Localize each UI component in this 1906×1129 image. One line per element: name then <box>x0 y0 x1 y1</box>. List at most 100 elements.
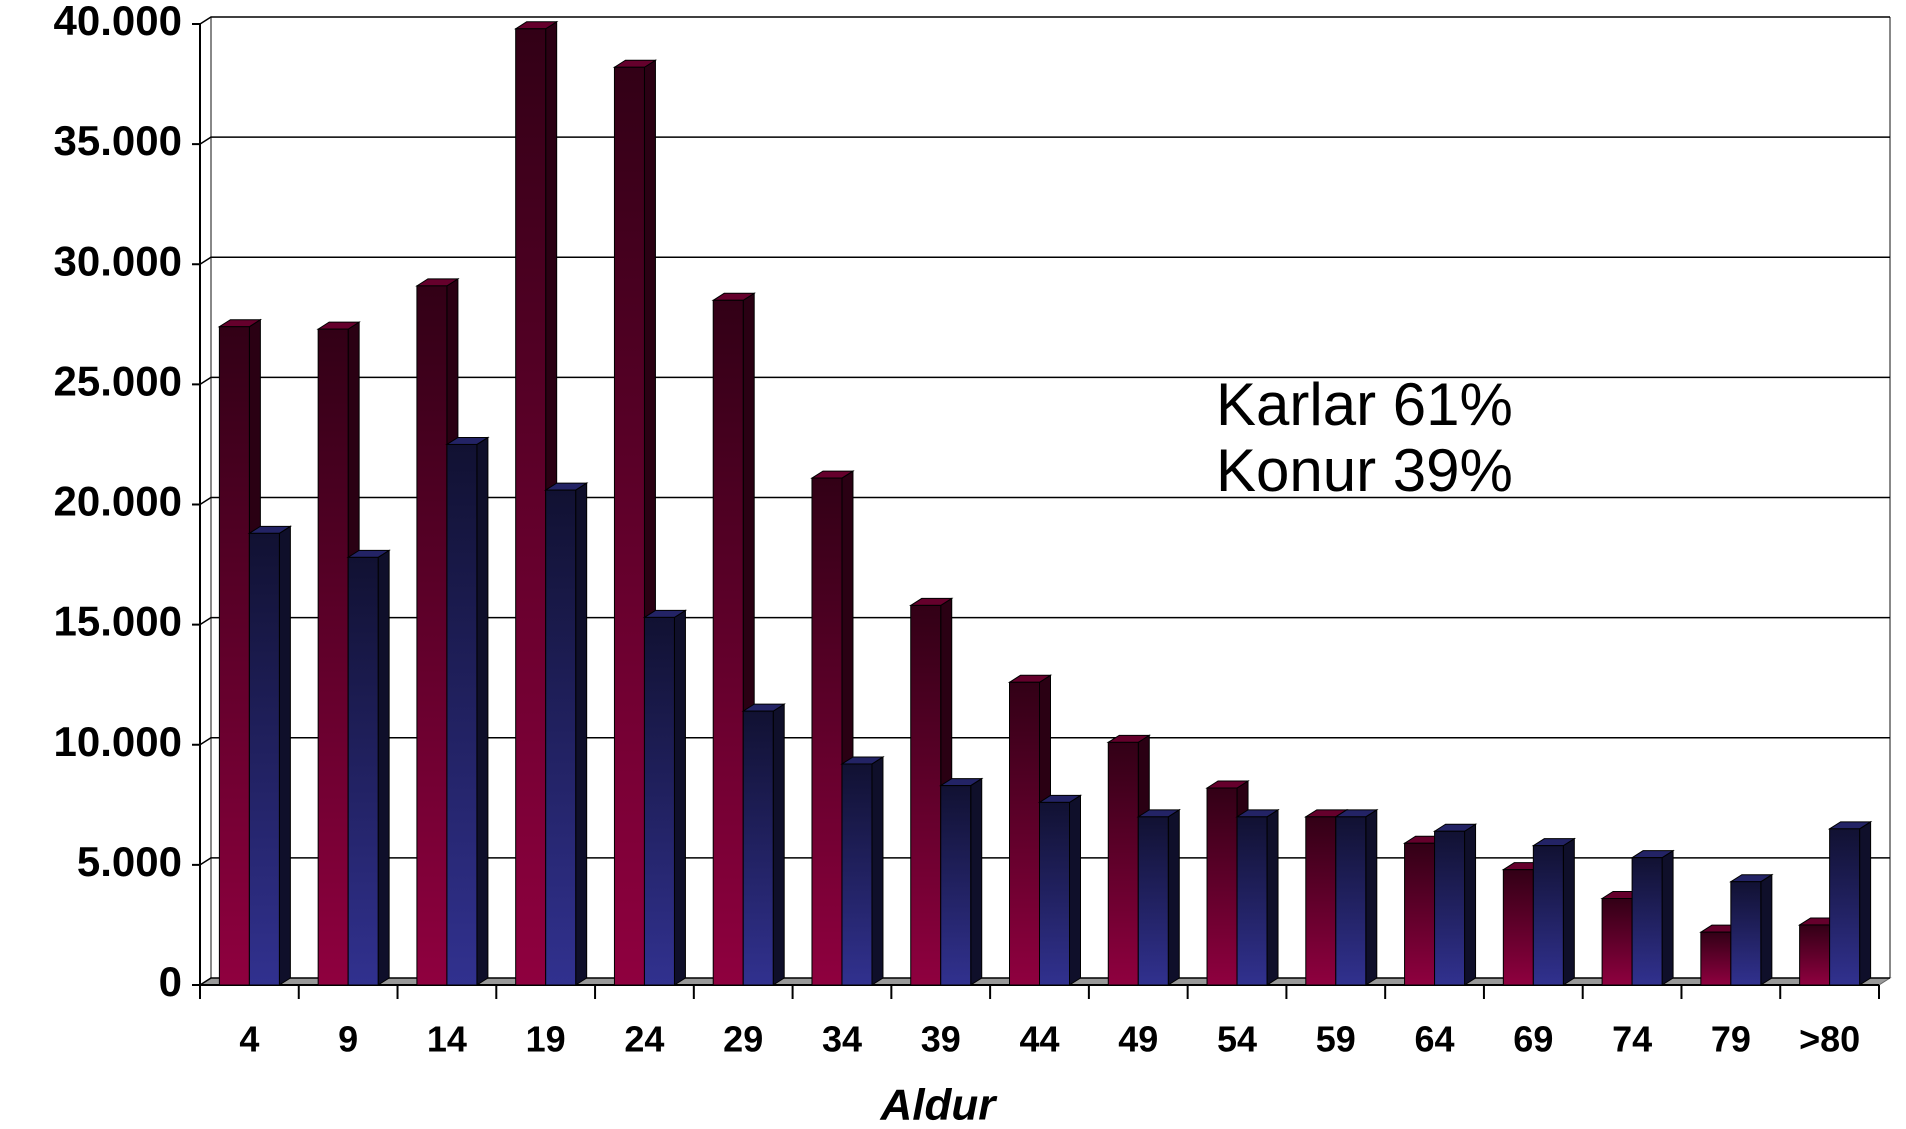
x-tick-label: 79 <box>1711 1019 1751 1060</box>
grid-line <box>199 376 1890 386</box>
y-tick-label: 30.000 <box>54 237 182 284</box>
grid-line <box>199 136 1890 145</box>
bar-front <box>1335 816 1367 986</box>
x-tick-label: 69 <box>1513 1019 1553 1060</box>
bar <box>1630 849 1675 986</box>
legend-entry: Konur 39% <box>1216 437 1513 504</box>
bar <box>840 756 885 986</box>
y-tick-label: 10.000 <box>54 718 182 765</box>
bar-front <box>1799 924 1831 986</box>
bar <box>741 703 786 986</box>
x-axis-title: Aldur <box>880 1081 999 1129</box>
bar-front <box>1601 898 1633 986</box>
grid-line <box>199 16 1890 25</box>
bar-front <box>712 299 744 986</box>
bar-side <box>772 703 785 986</box>
legend-entry: Karlar 61% <box>1216 371 1513 438</box>
bar-side <box>1069 794 1081 986</box>
x-tick-label: 24 <box>624 1019 664 1060</box>
x-tick-label: 19 <box>526 1019 566 1060</box>
bar-front <box>613 66 645 986</box>
y-tick-label: 35.000 <box>54 117 182 164</box>
bar-side <box>1661 849 1674 986</box>
bar-side <box>1464 823 1477 986</box>
x-tick-label: 14 <box>427 1019 467 1060</box>
x-tick-label: 39 <box>921 1019 961 1060</box>
bar-front <box>317 328 349 986</box>
bar-front <box>940 785 972 986</box>
bar <box>445 436 490 986</box>
grid-line <box>199 737 1890 746</box>
bar-side <box>1760 873 1773 986</box>
bar-front <box>1039 801 1070 986</box>
bar <box>1334 808 1379 986</box>
bar-front <box>910 604 942 986</box>
y-tick-label: 25.000 <box>54 357 182 404</box>
x-tick-label: 4 <box>239 1019 259 1060</box>
bar-front <box>1829 828 1861 986</box>
bar-side <box>673 609 686 986</box>
bar-front <box>811 477 843 986</box>
y-tick-label: 5.000 <box>77 838 182 885</box>
bar-front <box>248 532 280 986</box>
bar-front <box>1631 857 1663 986</box>
bar-front <box>347 556 379 986</box>
bar-side <box>1266 808 1279 986</box>
bar-side <box>1167 808 1180 986</box>
bar <box>346 549 391 986</box>
bar <box>1037 794 1083 986</box>
bar-front <box>218 326 250 986</box>
bar-front <box>515 28 547 986</box>
bar <box>1432 823 1478 986</box>
x-tick-label: 64 <box>1415 1019 1455 1060</box>
bar-front <box>841 763 873 986</box>
y-tick-label: 20.000 <box>54 478 182 525</box>
bar-front <box>416 285 448 986</box>
bar <box>1729 873 1774 986</box>
bar <box>1531 837 1577 986</box>
bar-front <box>446 443 478 986</box>
y-tick-label: 40.000 <box>54 0 182 44</box>
grid-line <box>199 256 1890 265</box>
grid-line <box>199 496 1890 506</box>
x-tick-label: >80 <box>1799 1019 1860 1060</box>
bar-front <box>1532 845 1564 986</box>
bar-front <box>1434 830 1466 986</box>
y-tick-label: 0 <box>159 958 182 1005</box>
bar-front <box>643 616 675 986</box>
x-tick-label: 34 <box>822 1019 862 1060</box>
x-tick-label: 29 <box>723 1019 763 1060</box>
bar-side <box>278 525 291 986</box>
bar-front <box>1700 931 1732 986</box>
bar-front <box>1404 842 1436 986</box>
bar-front <box>742 710 774 986</box>
bar-side <box>1859 820 1872 986</box>
x-tick-label: 74 <box>1612 1019 1652 1060</box>
x-tick-label: 49 <box>1118 1019 1158 1060</box>
bar <box>642 609 688 986</box>
bar-front <box>1206 787 1238 986</box>
bar-front <box>1137 816 1169 986</box>
bar <box>1136 808 1181 986</box>
grid-line <box>199 616 1890 626</box>
bar <box>939 777 984 986</box>
bar <box>247 525 293 986</box>
bar-front <box>1107 741 1139 986</box>
bar-side <box>1365 808 1378 986</box>
x-tick-label: 59 <box>1316 1019 1356 1060</box>
x-tick-label: 44 <box>1019 1019 1059 1060</box>
bar-front <box>1009 681 1040 986</box>
x-tick-label: 54 <box>1217 1019 1257 1060</box>
bar <box>1827 820 1873 986</box>
bar-side <box>1562 837 1575 986</box>
bar-front <box>1305 816 1337 986</box>
bar-side <box>377 549 390 986</box>
y-tick-label: 15.000 <box>54 598 182 645</box>
bar-front <box>545 489 577 986</box>
bar <box>543 482 589 986</box>
bar <box>1235 808 1280 986</box>
bar-side <box>575 482 588 986</box>
x-tick-label: 9 <box>338 1019 358 1060</box>
